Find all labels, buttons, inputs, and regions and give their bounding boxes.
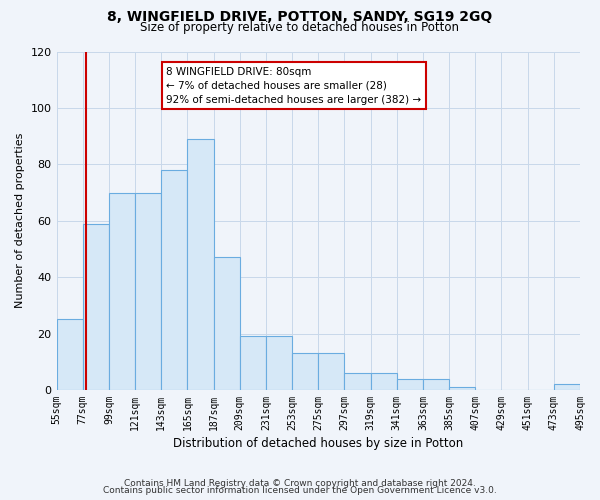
Y-axis label: Number of detached properties: Number of detached properties [15, 133, 25, 308]
Text: Contains public sector information licensed under the Open Government Licence v3: Contains public sector information licen… [103, 486, 497, 495]
Bar [161, 170, 187, 390]
Bar [423, 378, 449, 390]
Text: 8, WINGFIELD DRIVE, POTTON, SANDY, SG19 2GQ: 8, WINGFIELD DRIVE, POTTON, SANDY, SG19 … [107, 10, 493, 24]
Bar [240, 336, 266, 390]
X-axis label: Distribution of detached houses by size in Potton: Distribution of detached houses by size … [173, 437, 463, 450]
Bar [83, 224, 109, 390]
Bar [56, 320, 83, 390]
Bar [344, 373, 371, 390]
Text: 8 WINGFIELD DRIVE: 80sqm
← 7% of detached houses are smaller (28)
92% of semi-de: 8 WINGFIELD DRIVE: 80sqm ← 7% of detache… [166, 66, 422, 104]
Bar [214, 258, 240, 390]
Text: Size of property relative to detached houses in Potton: Size of property relative to detached ho… [140, 21, 460, 34]
Bar [292, 354, 318, 390]
Bar [371, 373, 397, 390]
Bar [135, 192, 161, 390]
Bar [109, 192, 135, 390]
Bar [187, 139, 214, 390]
Bar [266, 336, 292, 390]
Bar [449, 387, 475, 390]
Text: Contains HM Land Registry data © Crown copyright and database right 2024.: Contains HM Land Registry data © Crown c… [124, 478, 476, 488]
Bar [554, 384, 580, 390]
Bar [397, 378, 423, 390]
Bar [318, 354, 344, 390]
